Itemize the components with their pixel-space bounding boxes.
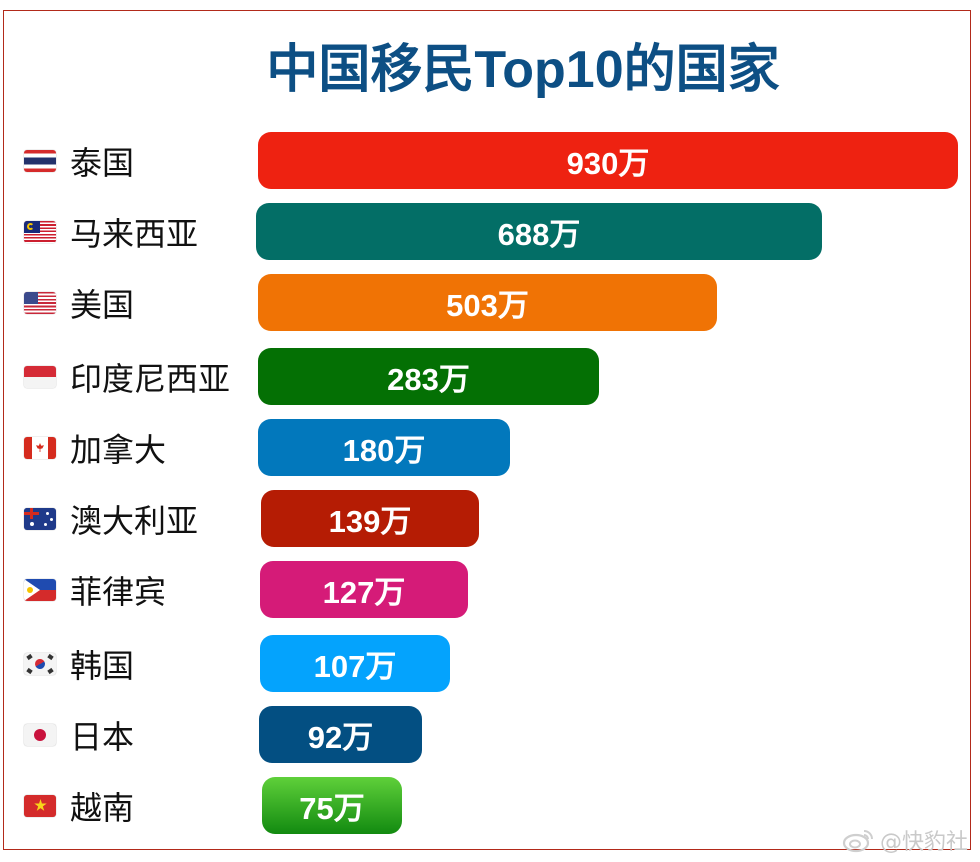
thailand-flag-icon [24,150,56,172]
philippines-flag-icon [24,579,56,601]
row-label: 马来西亚 [24,203,198,261]
bar-value-label: 688万 [497,217,581,252]
weibo-icon [842,830,873,853]
bar: 139万 [261,490,479,547]
bar-value-label: 127万 [322,575,406,610]
country-name: 泰国 [70,144,135,182]
country-name: 加拿大 [70,431,167,469]
vietnam-flag-icon [24,795,56,817]
bar-value-label: 180万 [342,433,426,468]
bar: 688万 [256,203,822,260]
bar-value-label: 107万 [313,649,397,684]
watermark: @快豹社 [842,824,968,856]
malaysia-flag-icon [24,221,56,243]
bar-row-australia: 澳大利亚 139万 [0,490,980,548]
row-label: 美国 [24,274,134,332]
country-name: 日本 [70,718,135,756]
bar: 283万 [258,348,599,405]
south-korea-flag-icon [24,653,56,675]
row-label: 泰国 [24,132,134,190]
bar-row-japan: 日本 92万 [0,706,980,764]
country-name: 澳大利亚 [70,502,199,540]
country-name: 菲律宾 [70,573,167,611]
country-name: 印度尼西亚 [70,360,231,398]
bar-value-label: 930万 [566,146,650,181]
chart-frame [3,10,971,850]
australia-flag-icon [24,508,56,530]
row-label: 日本 [24,706,134,764]
country-name: 美国 [70,286,135,324]
row-label: 加拿大 [24,419,166,477]
bar-row-thailand: 泰国 930万 [0,132,980,190]
canada-flag-icon [24,437,56,459]
bar: 930万 [258,132,958,189]
bar-value-label: 75万 [299,791,365,826]
chart-title: 中国移民Top10的国家 [266,41,780,99]
bar: 180万 [258,419,510,476]
row-label: 菲律宾 [24,561,166,619]
country-name: 韩国 [70,647,135,685]
bar-row-usa: 美国 503万 [0,274,980,332]
bar: 92万 [259,706,422,763]
bar: 107万 [260,635,450,692]
bar: 127万 [260,561,468,618]
bar-value-label: 139万 [328,504,412,539]
japan-flag-icon [24,724,56,746]
bar-value-label: 283万 [387,362,470,397]
row-label: 韩国 [24,635,134,693]
bar-row-south-korea: 韩国 107万 [0,635,980,693]
bar-row-malaysia: 马来西亚 688万 [0,203,980,261]
bar-row-vietnam: 越南 75万 [0,777,980,835]
country-name: 马来西亚 [70,215,199,253]
bar-value-label: 503万 [446,288,529,323]
bar: 75万 [262,777,402,834]
bar-row-philippines: 菲律宾 127万 [0,561,980,619]
bar-row-canada: 加拿大 180万 [0,419,980,477]
watermark-text: @快豹社 [879,830,968,855]
row-label: 澳大利亚 [24,490,198,548]
bar-value-label: 92万 [307,720,374,755]
bar-row-indonesia: 印度尼西亚 283万 [0,348,980,406]
usa-flag-icon [24,292,56,314]
country-name: 越南 [70,789,135,827]
indonesia-flag-icon [24,366,56,388]
bar: 503万 [258,274,717,331]
row-label: 越南 [24,777,134,835]
row-label: 印度尼西亚 [24,348,230,406]
